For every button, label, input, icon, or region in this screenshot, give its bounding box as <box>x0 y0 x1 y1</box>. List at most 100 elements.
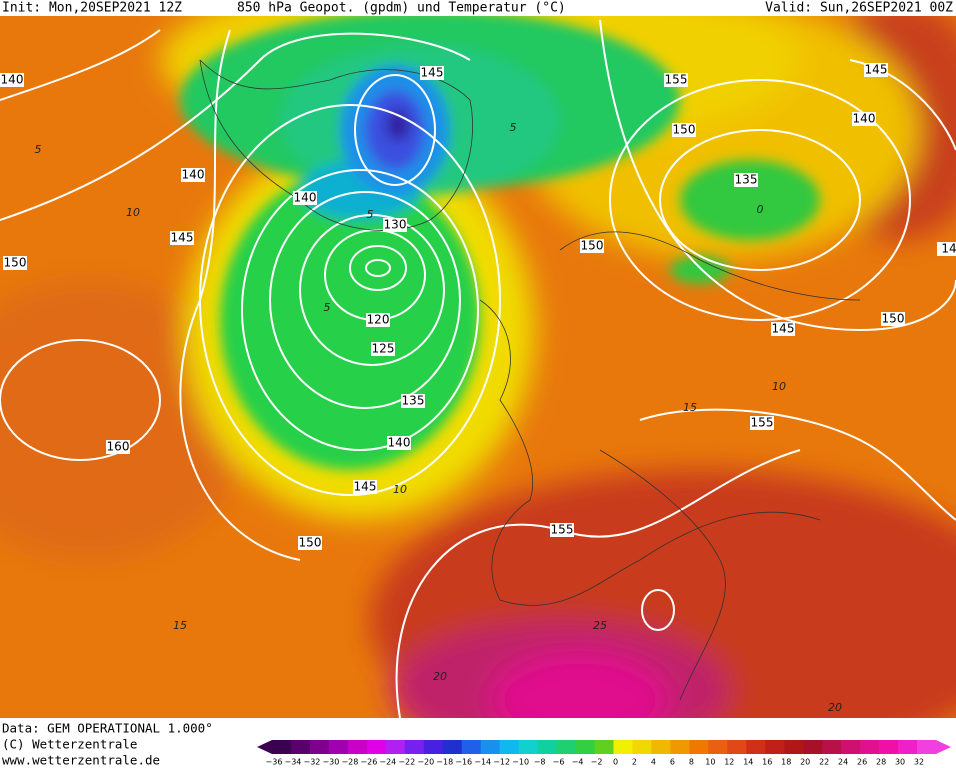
label-box <box>734 173 758 187</box>
temperature-label: 25 <box>593 619 607 632</box>
geopotential-label: 145 <box>421 66 444 80</box>
temperature-label: 20 <box>433 670 447 683</box>
colorbar-swatch <box>537 740 558 754</box>
label-box <box>401 394 425 408</box>
geopotential-label: 130 <box>384 218 407 232</box>
geopotential-label: 145 <box>171 231 194 245</box>
colorbar-label: −34 <box>285 758 302 767</box>
colorbar-label: 28 <box>876 758 886 767</box>
colorbar-label: −8 <box>534 758 546 767</box>
colorbar: −36 −34 −32 −30 −28 −26 −24 −22 −20 −18 −16 −14 −12−… <box>257 740 951 767</box>
colorbar-swatch <box>404 740 425 754</box>
label-box <box>366 313 390 327</box>
colorbar-swatch <box>518 740 539 754</box>
label-box <box>771 322 795 336</box>
geopotential-label: 155 <box>551 523 574 537</box>
colorbar-swatch <box>385 740 406 754</box>
geopotential-label: 140 <box>853 112 876 126</box>
geopotential-label: 140 <box>1 73 24 87</box>
temperature-label: 10 <box>772 380 786 393</box>
colorbar-swatch <box>556 740 577 754</box>
colorbar-swatch <box>708 740 728 754</box>
label-box <box>881 312 905 326</box>
colorbar-swatch <box>328 740 349 754</box>
colorbar-label: 24 <box>838 758 848 767</box>
geopotential-label: 150 <box>673 123 696 137</box>
colorbar-label: −10 <box>512 758 529 767</box>
geopotential-label: 140 <box>294 191 317 205</box>
label-box <box>664 73 688 87</box>
colorbar-label: −36 <box>266 758 283 767</box>
colorbar-swatch <box>917 740 937 754</box>
colorbar-label: −24 <box>379 758 396 767</box>
geopotential-label: 150 <box>299 536 322 550</box>
label-box <box>298 536 322 550</box>
colorbar-swatch <box>746 740 766 754</box>
colorbar-swatch <box>461 740 482 754</box>
colorbar-label: −18 <box>436 758 453 767</box>
label-box <box>750 416 774 430</box>
init-time: Init: Mon,20SEP2021 12Z <box>2 1 182 16</box>
label-box <box>293 191 317 205</box>
colorbar-label: 26 <box>857 758 867 767</box>
colorbar-label: 10 <box>705 758 715 767</box>
temperature-label: 10 <box>126 206 140 219</box>
colorbar-swatch <box>309 740 330 754</box>
geopotential-label: 150 <box>4 256 27 270</box>
colorbar-swatch <box>613 740 633 754</box>
colorbar-label: −12 <box>493 758 510 767</box>
geopotential-label: 155 <box>665 73 688 87</box>
colorbar-swatch <box>442 740 463 754</box>
geopotential-label: 140 <box>182 168 205 182</box>
colorbar-swatch <box>347 740 368 754</box>
colorbar-label: 18 <box>781 758 791 767</box>
label-box <box>170 231 194 245</box>
label-box <box>181 168 205 182</box>
colorbar-label: 12 <box>724 758 734 767</box>
colorbar-swatch <box>423 740 444 754</box>
label-box <box>3 256 27 270</box>
geopotential-labels: 1401401451501601501451401351251201301401… <box>0 63 956 550</box>
temperature-label: 0 <box>757 203 764 216</box>
colorbar-label: −6 <box>553 758 565 767</box>
temperature-label: 5 <box>510 121 517 134</box>
colorbar-swatch <box>727 740 747 754</box>
colorbar-label: −22 <box>398 758 415 767</box>
colorbar-label: 30 <box>895 758 905 767</box>
colorbar-label: −30 <box>322 758 339 767</box>
geopotential-label: 160 <box>107 440 130 454</box>
colorbar-swatch <box>860 740 880 754</box>
colorbar-swatch <box>651 740 671 754</box>
colorbar-label: −4 <box>572 758 584 767</box>
label-box <box>106 440 130 454</box>
colorbar-label: −26 <box>360 758 377 767</box>
colorbar-label: 2 <box>632 758 637 767</box>
colorbar-label: −28 <box>341 758 358 767</box>
data-source: Data: GEM OPERATIONAL 1.000° <box>2 721 213 736</box>
label-box <box>672 123 696 137</box>
map-title: 850 hPa Geopot. (gpdm) und Temperatur (°… <box>237 1 566 16</box>
colorbar-swatch <box>803 740 823 754</box>
temperature-label: 5 <box>324 301 331 314</box>
colorbar-swatch <box>879 740 899 754</box>
colorbar-label: 32 <box>914 758 924 767</box>
label-box <box>0 73 24 87</box>
valid-time: Valid: Sun,26SEP2021 00Z <box>765 1 953 16</box>
colorbar-label: −2 <box>591 758 603 767</box>
geopotential-label: 150 <box>581 239 604 253</box>
colorbar-label: 4 <box>651 758 656 767</box>
colorbar-label: −16 <box>455 758 472 767</box>
geopotential-label: 135 <box>402 394 425 408</box>
geopotential-label: 145 <box>865 63 888 77</box>
colorbar-swatch <box>822 740 842 754</box>
colorbar-swatch <box>575 740 596 754</box>
geopotential-label: 140 <box>388 436 411 450</box>
colorbar-label: −14 <box>474 758 491 767</box>
geopotential-label: 135 <box>735 173 758 187</box>
website: www.wetterzentrale.de <box>2 753 160 768</box>
geopotential-label: 145 <box>354 480 377 494</box>
colorbar-end <box>257 740 272 754</box>
